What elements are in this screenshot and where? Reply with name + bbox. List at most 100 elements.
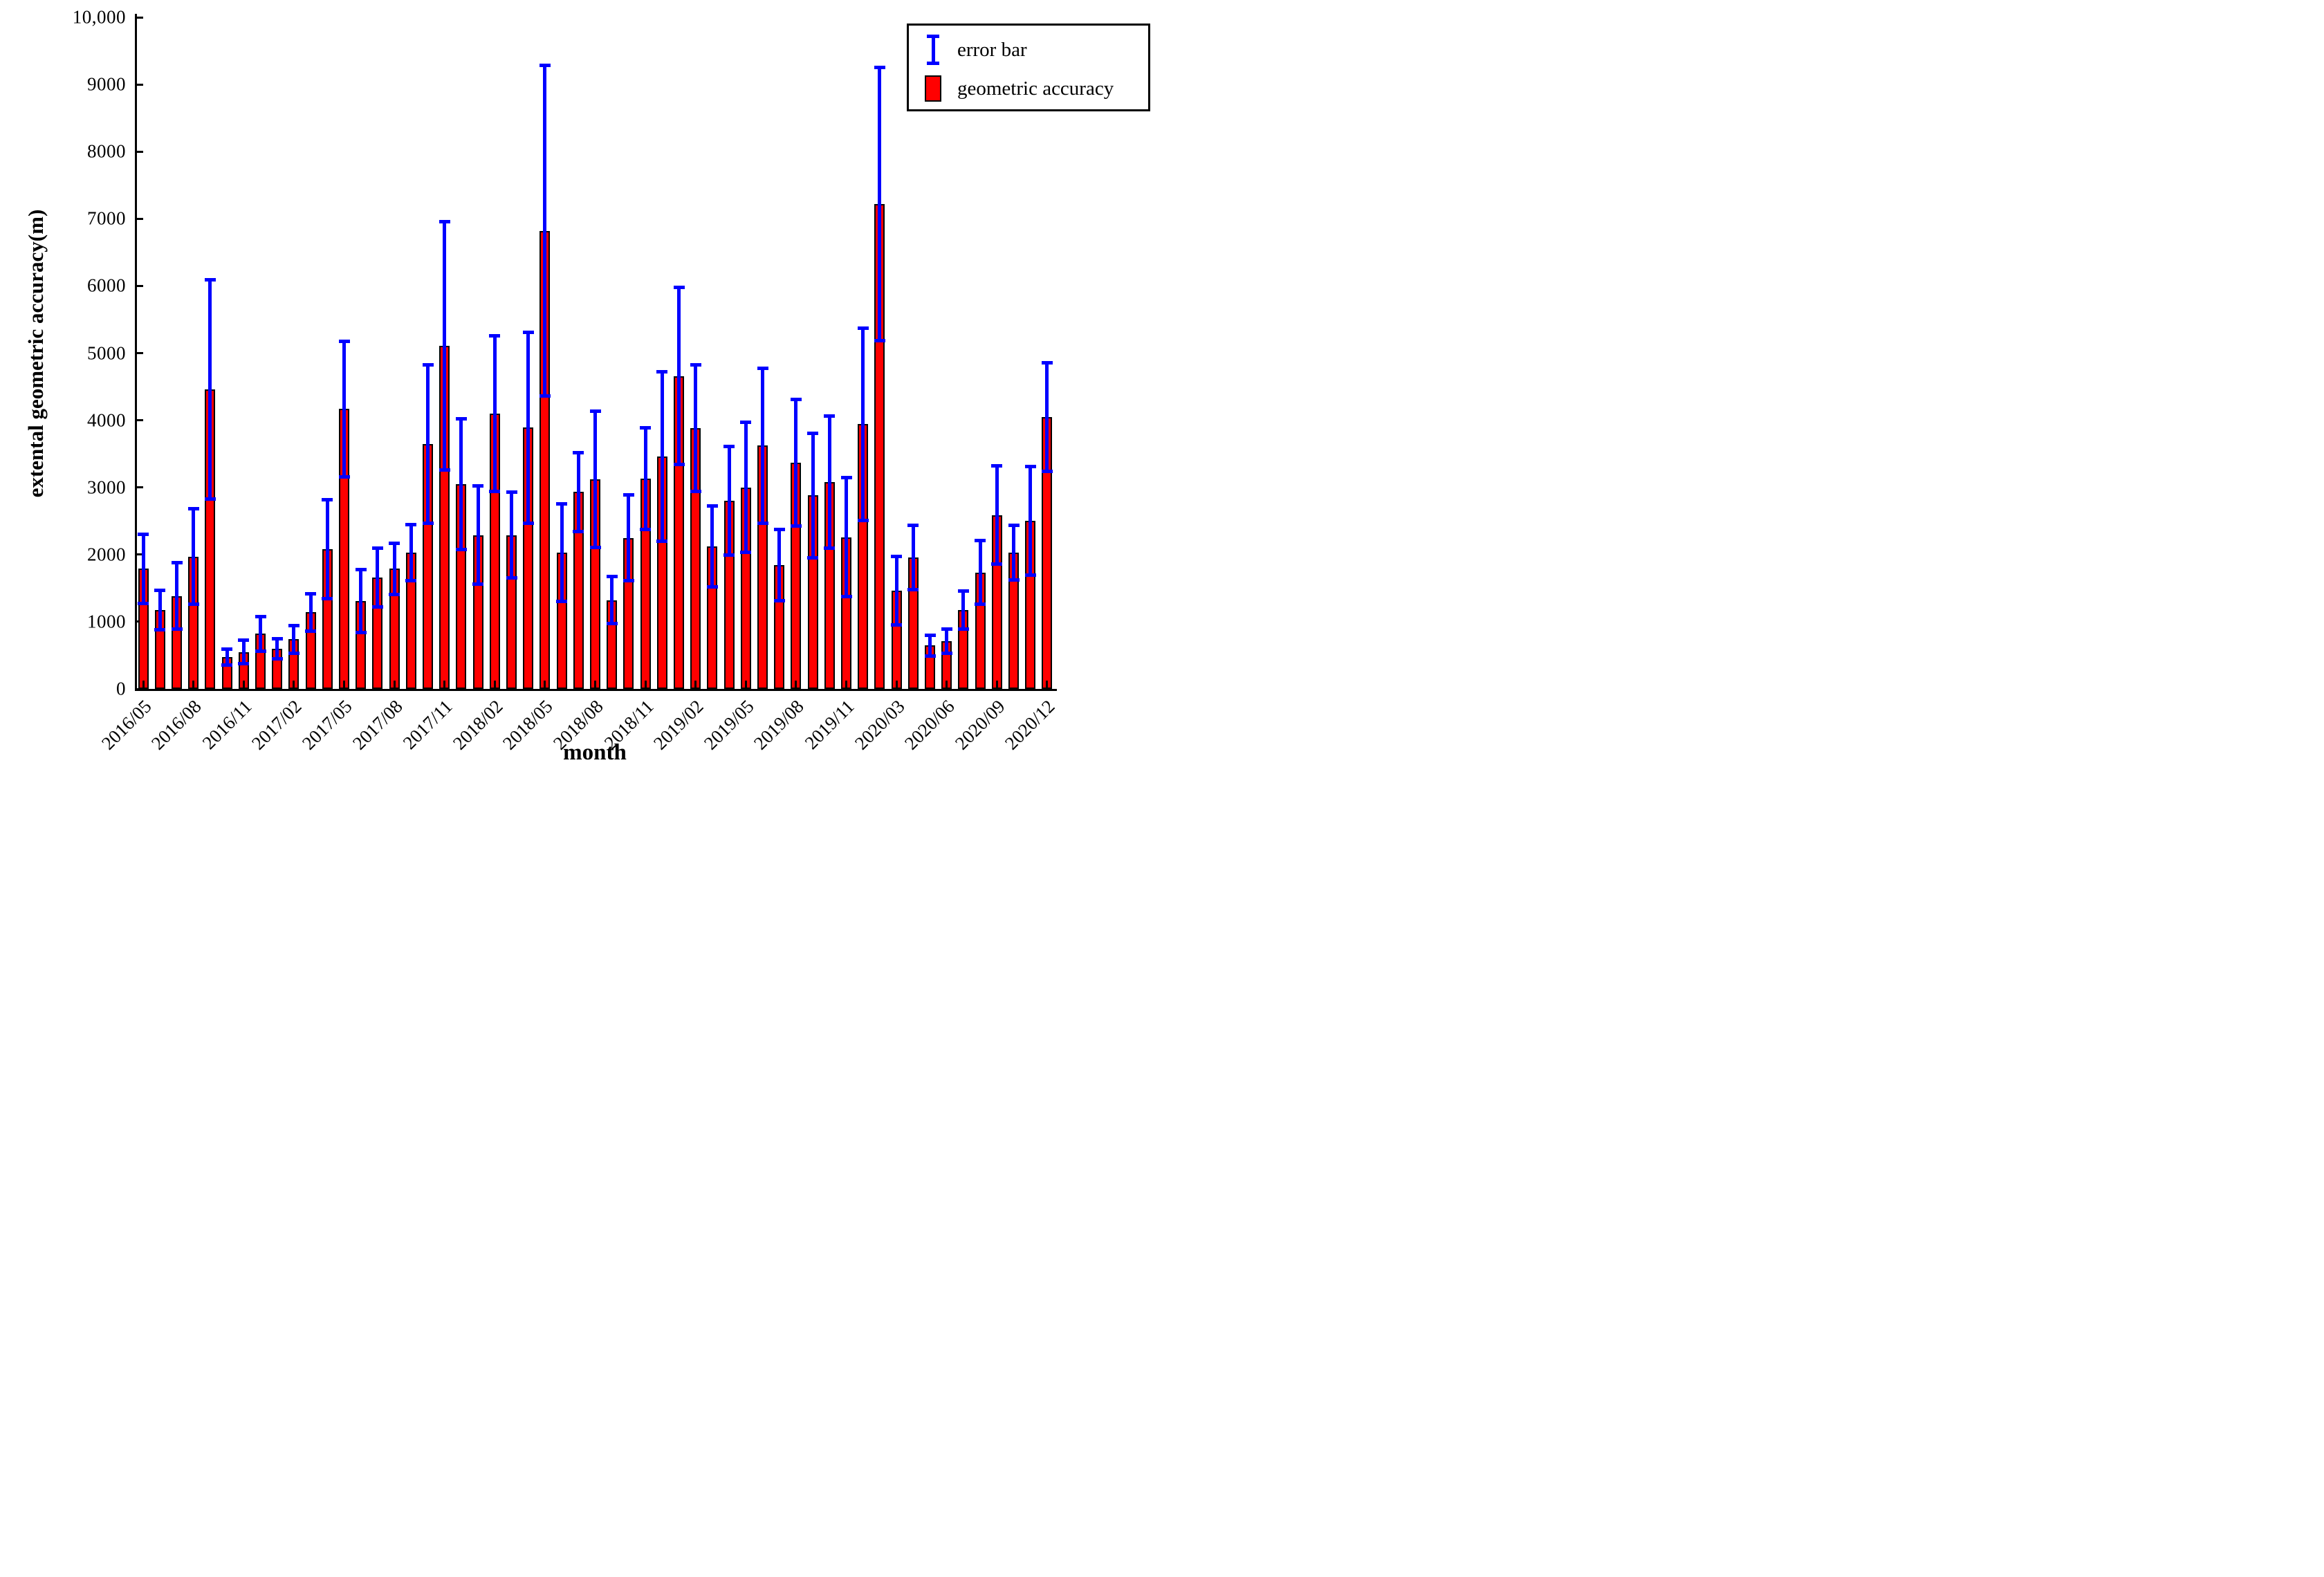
legend-item-error-bar: error bar [909,33,1027,67]
error-bar-cap-bottom [422,521,434,525]
x-tick-mark [142,681,145,689]
x-tick-mark [644,681,647,689]
error-bar-cap-top [957,589,969,593]
y-tick-label: 6000 [87,275,126,296]
error-bar-line [677,287,681,465]
error-bar-line [911,525,915,590]
error-bar-cap-bottom [640,528,652,532]
error-bar-cap-top [439,219,450,223]
legend-label: geometric accuracy [957,77,1114,100]
error-bar-cap-top [723,444,735,448]
error-bar-line [241,640,246,664]
error-bar-line [744,422,748,553]
error-bar-cap-top [573,450,584,454]
y-tick-mark [135,284,143,287]
error-bar-line [492,335,497,492]
error-bar-cap-top [221,647,233,651]
y-tick-label: 1000 [87,611,126,632]
error-bar-line [342,341,346,477]
y-tick-label: 5000 [87,342,126,363]
error-bar-cap-bottom [506,576,517,580]
error-bar-cap-top [255,615,266,619]
error-bar-cap-top [556,501,568,506]
error-bar-cap-bottom [455,547,467,551]
y-tick-mark [135,688,143,690]
error-bar-line [1029,466,1033,575]
x-tick-label: 2019/02 [649,696,708,754]
error-bar-cap-bottom [706,584,718,589]
x-axis-title: month [563,740,627,765]
error-bar-line [225,649,229,665]
error-bar-cap-top [1041,360,1053,365]
x-tick-mark [694,681,697,689]
x-tick-label: 2016/11 [198,696,256,754]
x-tick-mark [242,681,245,689]
error-bar-cap-top [907,523,919,527]
x-tick-mark [594,681,596,689]
error-bar-line [359,569,363,633]
error-bar-line [208,279,212,499]
x-tick-mark [544,681,546,689]
x-tick-label: 2017/05 [297,696,356,754]
y-tick-mark [135,217,143,220]
error-bar-cap-bottom [322,597,333,601]
error-bar-cap-bottom [439,468,450,472]
error-bar-cap-bottom [924,654,936,658]
error-bar-line [409,524,413,581]
error-bar-line [459,418,463,550]
legend-label: error bar [957,38,1027,61]
error-bar-cap-bottom [975,602,986,606]
error-bar-line [627,495,631,581]
error-bar-cap-top [154,589,166,593]
error-bar-line [945,629,949,654]
x-tick-label: 2020/09 [950,696,1009,754]
error-bar-cap-top [305,591,317,596]
error-bar-cap-bottom [690,490,701,494]
y-tick-mark [135,486,143,489]
error-bar-cap-bottom [891,623,903,627]
error-bar-cap-top [204,278,216,282]
error-bar-cap-top [539,64,551,68]
x-tick-mark [795,681,797,689]
error-bar-cap-bottom [991,562,1003,566]
error-bar-cap-top [1008,523,1020,527]
bar-swatch-icon [909,75,957,102]
y-tick-label: 9000 [87,73,126,95]
error-bar-cap-top [690,363,701,367]
error-bar-cap-bottom [941,651,952,655]
error-bar-cap-top [656,370,668,374]
error-bar-cap-bottom [656,539,668,543]
x-tick-label: 2018/11 [600,696,658,754]
error-bar-line [560,504,564,602]
error-bar-cap-top [355,567,367,571]
error-bar-cap-top [472,484,484,488]
error-bar-line [543,65,547,396]
x-axis-line [135,689,1057,691]
y-tick-label: 10,000 [72,6,126,28]
error-bar-line [325,499,329,599]
x-tick-mark [293,681,295,689]
error-bar-cap-bottom [204,497,216,501]
error-bar-cap-top [238,638,250,643]
error-bar-line [192,508,196,605]
error-bar-cap-top [975,539,986,543]
error-bar-cap-bottom [539,394,551,398]
error-bar-line [443,221,447,470]
y-tick-label: 7000 [87,208,126,229]
error-bar-cap-bottom [840,595,852,599]
error-bar-line [476,486,480,584]
error-bar-cap-bottom [606,622,618,626]
x-tick-mark [443,681,446,689]
x-tick-label: 2020/06 [901,696,959,754]
x-tick-label: 2016/08 [147,696,205,754]
error-bar-cap-top [773,528,785,532]
error-bar-cap-bottom [288,651,299,655]
error-bar-line [275,638,279,659]
y-tick-mark [135,419,143,422]
error-bar-cap-top [606,575,618,579]
error-bar-cap-bottom [489,490,501,494]
error-bar-cap-bottom [556,600,568,604]
error-bar-cap-bottom [589,545,601,549]
error-bar-cap-top [1024,465,1036,469]
x-tick-label: 2017/11 [398,696,456,754]
